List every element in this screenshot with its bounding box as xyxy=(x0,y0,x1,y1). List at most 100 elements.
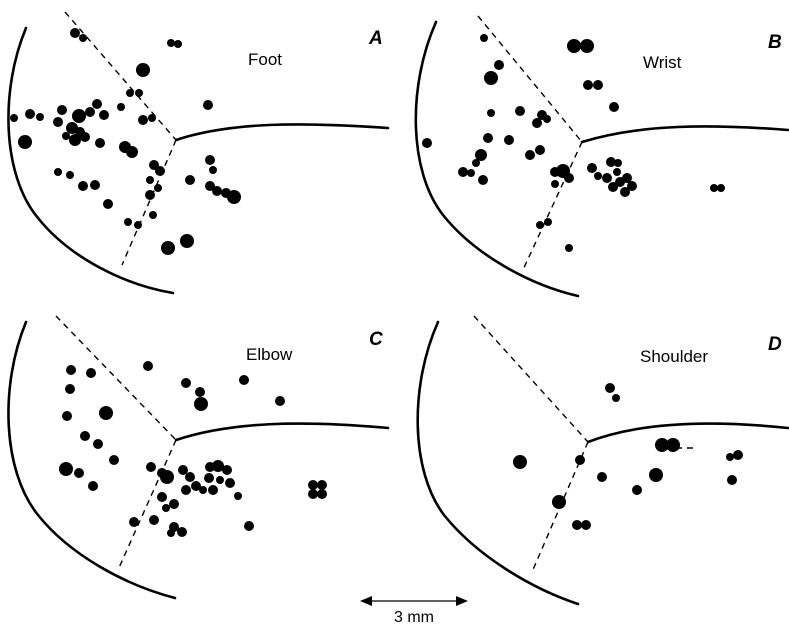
recording-site-dot xyxy=(483,133,493,143)
panel-letter-c: C xyxy=(369,329,383,350)
recording-site-dot xyxy=(66,171,74,179)
recording-site-dot xyxy=(65,384,75,394)
recording-site-dot xyxy=(244,521,254,531)
recording-site-dot xyxy=(308,480,318,490)
recording-site-dot xyxy=(160,470,174,484)
recording-site-dot xyxy=(194,397,208,411)
recording-site-dot xyxy=(587,163,597,173)
recording-site-dot xyxy=(209,166,217,174)
boundary-dashed-lower xyxy=(121,139,177,266)
recording-site-dot xyxy=(117,103,125,111)
recording-site-dot xyxy=(199,486,207,494)
recording-site-dot xyxy=(59,462,73,476)
panel-letter-b: B xyxy=(768,32,782,53)
recording-site-dot xyxy=(146,462,156,472)
recording-site-dot xyxy=(135,89,143,97)
recording-site-dot xyxy=(93,439,103,449)
recording-site-dot xyxy=(543,115,551,123)
recording-site-dot xyxy=(126,89,134,97)
recording-site-dot xyxy=(609,102,619,112)
recording-site-dot xyxy=(205,181,215,191)
panel-d-shoulder: Shoulder D xyxy=(416,315,789,606)
recording-site-dot xyxy=(594,172,602,180)
recording-site-dot xyxy=(143,361,153,371)
recording-site-dot xyxy=(103,199,113,209)
recording-site-dot xyxy=(552,495,566,509)
recording-site-dot xyxy=(726,453,734,461)
recording-site-dot xyxy=(580,39,594,53)
recording-site-dot xyxy=(72,109,86,123)
recording-site-dot xyxy=(18,135,32,149)
cortex-outline-curve xyxy=(416,320,580,606)
recording-site-dot xyxy=(205,155,215,165)
recording-site-dot xyxy=(602,173,612,183)
recording-site-dot xyxy=(487,109,495,117)
recording-site-dot xyxy=(109,455,119,465)
recording-site-dot xyxy=(126,146,138,158)
recording-site-dot xyxy=(480,34,488,42)
sulcus-outline-curve xyxy=(174,123,390,142)
recording-site-dot xyxy=(472,159,480,167)
recording-site-dot xyxy=(66,365,76,375)
recording-site-dot xyxy=(79,34,87,42)
recording-site-dot xyxy=(622,173,632,183)
recording-site-dot xyxy=(275,396,285,406)
recording-site-dot xyxy=(181,485,191,495)
cortex-outline-curve xyxy=(414,20,580,298)
recording-site-dot xyxy=(536,221,544,229)
recording-site-dot xyxy=(124,218,132,226)
recording-site-dot xyxy=(36,113,44,121)
recording-site-dot xyxy=(504,135,514,145)
recording-site-dot xyxy=(632,485,642,495)
sulcus-outline-curve xyxy=(580,125,789,144)
recording-site-dot xyxy=(157,492,167,502)
recording-site-dot xyxy=(597,472,607,482)
recording-site-dot xyxy=(239,375,249,385)
cortex-outline-curve xyxy=(7,26,175,295)
recording-site-dot xyxy=(85,107,95,117)
recording-site-dot xyxy=(620,187,630,197)
scale-arrow-right-icon xyxy=(456,596,468,606)
recording-site-dot xyxy=(608,182,618,192)
recording-site-dot xyxy=(203,100,213,110)
recording-site-dot xyxy=(180,234,194,248)
recording-site-dot xyxy=(567,39,581,53)
recording-site-dot xyxy=(515,106,525,116)
scale-bar: 3 mm xyxy=(360,596,468,625)
recording-site-dot xyxy=(478,175,488,185)
recording-site-dot xyxy=(90,180,100,190)
recording-site-dot xyxy=(181,378,191,388)
recording-site-dot xyxy=(212,186,222,196)
recording-site-dot xyxy=(78,181,88,191)
recording-site-dot xyxy=(544,218,552,226)
recording-site-dot xyxy=(155,166,165,176)
recording-site-dot xyxy=(551,180,559,188)
recording-site-dot xyxy=(572,520,582,530)
recording-site-dot xyxy=(467,169,475,177)
recording-site-dot xyxy=(95,138,105,148)
recording-site-dot xyxy=(53,117,63,127)
recording-site-dot xyxy=(222,465,232,475)
recording-site-dot xyxy=(225,478,235,488)
recording-site-dot xyxy=(733,450,743,460)
panel-label-elbow: Elbow xyxy=(246,345,293,364)
recording-site-dot xyxy=(717,184,725,192)
recording-site-dot xyxy=(525,150,535,160)
recording-site-dot xyxy=(612,394,620,402)
recording-site-dot xyxy=(148,114,156,122)
recording-site-dot xyxy=(167,529,175,537)
recording-site-dot xyxy=(565,244,573,252)
recording-site-dot xyxy=(88,481,98,491)
recording-site-dot xyxy=(484,71,498,85)
recording-site-dot xyxy=(606,157,616,167)
panel-b-wrist: Wrist B xyxy=(414,15,789,298)
boundary-dashed-lower xyxy=(117,439,177,571)
recording-site-dot xyxy=(169,499,179,509)
recording-site-dot xyxy=(57,105,67,115)
recording-site-dot xyxy=(149,211,157,219)
recording-site-dot xyxy=(146,176,154,184)
recording-site-dot xyxy=(613,168,621,176)
recording-site-dot xyxy=(195,387,205,397)
scale-bar-label: 3 mm xyxy=(394,609,434,625)
recording-site-dot xyxy=(710,184,718,192)
